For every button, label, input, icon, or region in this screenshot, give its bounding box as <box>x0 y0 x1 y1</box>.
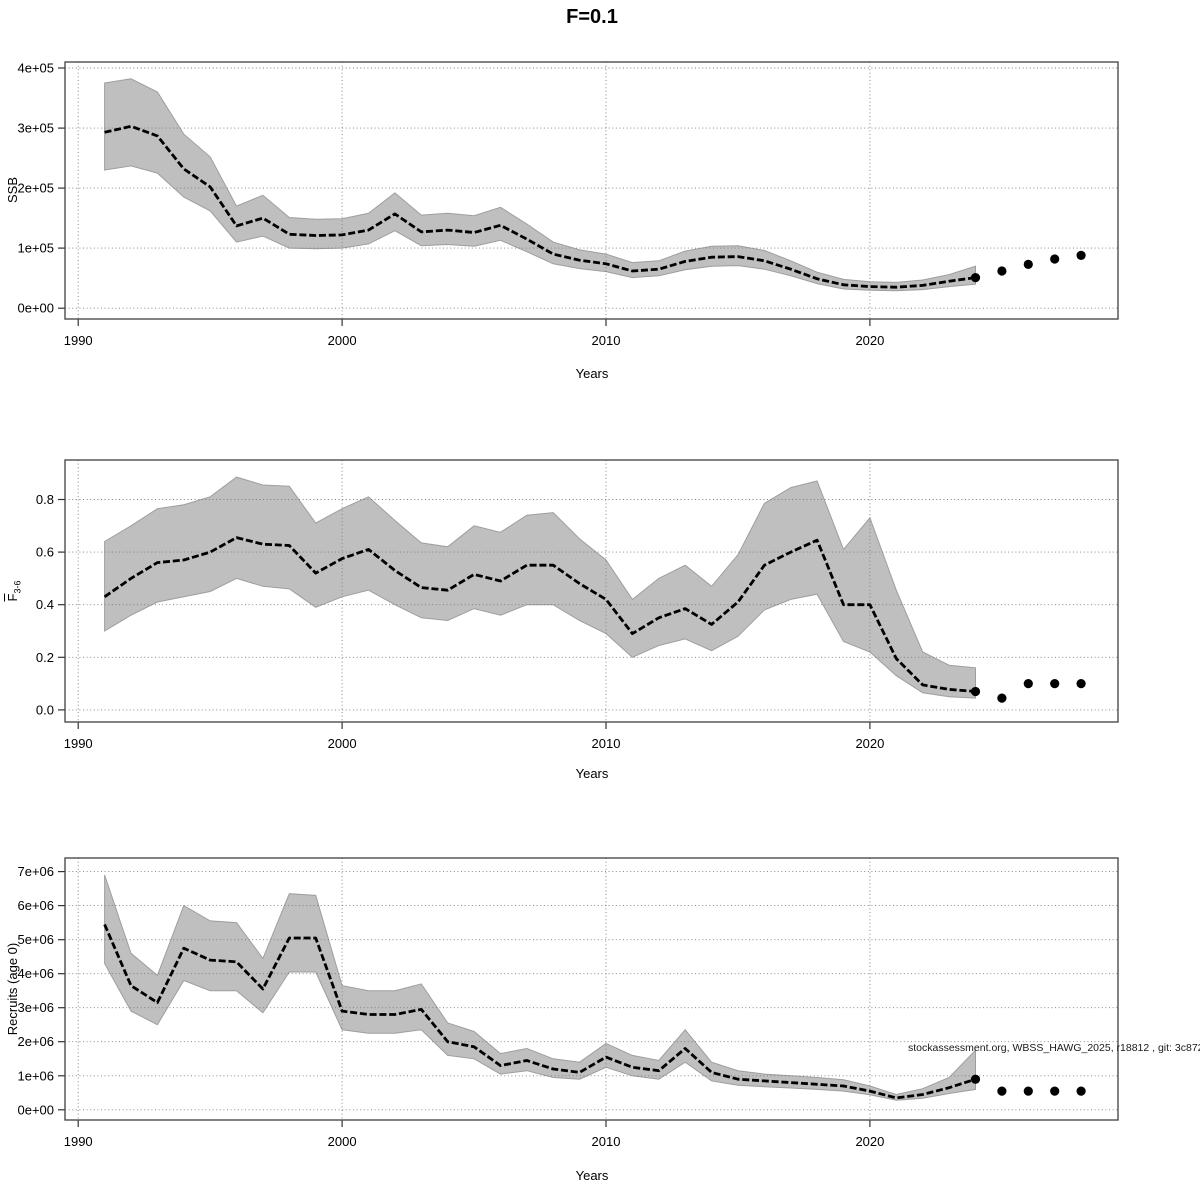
y-tick-label: 4e+06 <box>17 966 54 981</box>
watermark-text: stockassessment.org, WBSS_HAWG_2025, r18… <box>908 1042 1200 1054</box>
fbar-forecast-dot <box>1050 679 1060 689</box>
ssb-confidence-band <box>104 78 976 292</box>
y-tick-label: 0.6 <box>36 545 54 560</box>
ssb-forecast-dot <box>1023 259 1033 269</box>
x-tick-label: 2020 <box>855 1134 884 1149</box>
ssb-forecast-dot <box>997 266 1007 276</box>
y-tick-label: 3e+05 <box>17 121 54 136</box>
y-tick-label: 1e+06 <box>17 1068 54 1083</box>
fbar-confidence-band <box>104 476 976 699</box>
y-tick-label: 0.4 <box>36 597 54 612</box>
recruits-forecast-dot <box>1050 1086 1060 1096</box>
fbar-label-main: F <box>5 593 20 602</box>
ssb-median-line <box>104 124 976 289</box>
recruits-confidence-band <box>104 874 976 1101</box>
figure-title: F=0.1 <box>566 6 618 28</box>
x-tick-label: 1990 <box>64 1134 93 1149</box>
y-tick-label: 3e+06 <box>17 1000 54 1015</box>
ssb-x-axis-label: Years <box>575 366 609 381</box>
y-tick-label: 0.8 <box>36 492 54 507</box>
fbar-forecast-dot <box>997 693 1007 703</box>
recruits-chart: 1990 2000 2010 2020 0e+00 1e+06 2e+06 3e+06 4e+0… <box>17 857 1119 1149</box>
x-tick-label: 2010 <box>592 333 621 348</box>
x-tick-label: 2010 <box>592 1134 621 1149</box>
fbar-y-axis-label: F3-6 <box>5 491 23 691</box>
x-tick-label: 2020 <box>855 333 884 348</box>
fbar-x-axis-label: Years <box>575 766 609 781</box>
recruits-forecast-dot <box>997 1086 1007 1096</box>
x-tick-label: 1990 <box>64 333 93 348</box>
x-tick-label: 1990 <box>64 736 93 751</box>
x-tick-label: 2020 <box>855 736 884 751</box>
x-tick-label: 2000 <box>328 1134 357 1149</box>
plot-box <box>64 857 1119 1121</box>
x-tick-label: 2000 <box>328 333 357 348</box>
ssb-forecast-dot <box>1050 254 1060 264</box>
fbar-forecast-dot <box>970 686 981 697</box>
y-tick-label: 0e+00 <box>17 1102 54 1117</box>
y-tick-label: 2e+06 <box>17 1034 54 1049</box>
fbar-chart: 1990 2000 2010 2020 0.0 0.2 0.4 0.6 0.8 <box>36 459 1119 751</box>
ssb-forecast-dot <box>1076 250 1086 260</box>
fbar-forecast-dot <box>1023 679 1033 689</box>
recruits-x-axis-label: Years <box>575 1168 609 1183</box>
recruits-forecast-dot <box>1076 1086 1086 1096</box>
y-tick-label: 7e+06 <box>17 864 54 879</box>
recruits-forecast-dot <box>1023 1086 1033 1096</box>
ssb-chart: 1990 2000 2010 2020 0e+00 1e+05 2e+05 3e+05 4e+0… <box>17 61 1119 348</box>
y-tick-label: 6e+06 <box>17 898 54 913</box>
ssb-forecast-dot <box>970 273 981 283</box>
recruits-median-line <box>103 923 976 1100</box>
y-tick-label: 1e+05 <box>17 241 54 256</box>
y-tick-label: 0.2 <box>36 650 54 665</box>
recruits-forecast-dot <box>970 1074 981 1084</box>
x-tick-label: 2010 <box>592 736 621 751</box>
fbar-forecast-dot <box>1076 679 1086 689</box>
y-tick-label: 4e+05 <box>17 61 54 76</box>
y-tick-label: 0e+00 <box>17 301 54 316</box>
y-tick-label: 0.0 <box>36 702 54 717</box>
plot-box <box>64 459 1119 723</box>
fbar-label-subscript: 3-6 <box>12 580 23 594</box>
recruits-y-axis-label: Recruits (age 0) <box>5 942 20 1036</box>
y-tick-label: 5e+06 <box>17 932 54 947</box>
ssb-y-axis-label: SSB <box>5 177 20 204</box>
fbar-median-line <box>103 536 976 693</box>
y-tick-label: 2e+05 <box>17 181 54 196</box>
plot-box <box>64 61 1119 320</box>
x-tick-label: 2000 <box>328 736 357 751</box>
